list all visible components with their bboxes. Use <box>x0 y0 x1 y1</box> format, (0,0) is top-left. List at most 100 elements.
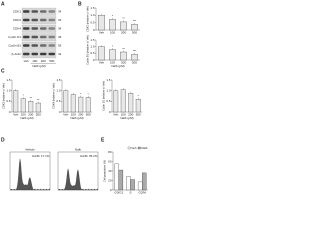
blot-band <box>40 35 47 39</box>
bar <box>98 46 105 61</box>
significance: ** <box>122 47 125 51</box>
x-tick-label: 200 <box>121 60 126 64</box>
y-tick-label: 0.5 <box>106 99 111 103</box>
significance: * <box>112 14 114 18</box>
x-axis-label: Nalb (μM) <box>111 64 124 68</box>
legend-swatch <box>137 146 141 150</box>
kda-label: 34 <box>58 10 62 14</box>
y-tick-label: 0 <box>93 58 95 62</box>
y-axis-label: Cyclin D1 (relative to Veh) <box>102 81 106 111</box>
y-tick-label: 1.5 <box>90 6 95 10</box>
blot-band <box>23 10 30 13</box>
protein-label: Cyclin D1 <box>8 35 21 39</box>
blot-band <box>23 52 30 56</box>
blot-strip <box>21 24 57 33</box>
bar <box>13 90 19 113</box>
blot-band <box>48 44 55 47</box>
y-tick-label: 0 <box>93 28 95 32</box>
bar <box>137 181 143 191</box>
bar <box>135 99 141 113</box>
y-tick-label: 1.5 <box>56 78 61 82</box>
blot-band <box>31 35 38 39</box>
flow-title: Nalb <box>75 147 82 151</box>
histogram-shape <box>9 158 51 191</box>
kda-label: 42 <box>58 52 62 56</box>
y-tick-label: 0 <box>109 110 111 114</box>
legend-label: Nalb <box>141 146 148 150</box>
bar <box>120 21 127 31</box>
x-tick-label: G2/M <box>138 190 146 194</box>
y-tick-label: 0.5 <box>56 99 61 103</box>
bar <box>131 54 138 61</box>
blot-band <box>31 27 38 30</box>
bar <box>28 101 34 113</box>
significance: * <box>23 94 25 98</box>
blot-band <box>48 18 55 22</box>
bar <box>109 49 116 61</box>
bar <box>63 90 69 113</box>
blot-strip <box>21 7 57 16</box>
page: A B C D E CDK1 34 CDK2 33 CDK4 34 Cyclin D1 36 Cyclin… <box>1 1 148 195</box>
y-tick-label: 1.0 <box>106 88 111 92</box>
x-tick-label: Veh <box>99 30 105 34</box>
significance: * <box>88 92 90 96</box>
blot-band <box>48 35 55 39</box>
significance: * <box>112 44 114 48</box>
blot-strip <box>21 50 57 59</box>
y-tick-label: 1.0 <box>6 88 11 92</box>
blot-strip <box>21 41 57 50</box>
x-tick-label: G0/G1 <box>114 190 123 194</box>
blot-band <box>23 44 30 47</box>
flow-title: Vehicle <box>25 147 35 151</box>
x-tick-label: 200 <box>78 112 83 116</box>
y-tick-label: 1.5 <box>90 38 95 42</box>
lane-label: Veh <box>24 59 30 63</box>
flow-gate: G2/M: 17.1% <box>32 154 50 158</box>
y-axis-label: CDK1 (relative to Veh) <box>86 6 90 32</box>
legend-swatch <box>127 146 131 150</box>
significance: *** <box>133 49 137 53</box>
significance: * <box>138 94 140 98</box>
protein-label: Cyclin B1 <box>8 44 21 48</box>
y-tick-label: 80 <box>108 150 112 154</box>
kda-label: 36 <box>58 35 62 39</box>
y-axis-label: CDK4 (relative to Veh) <box>52 83 56 109</box>
blot-band <box>23 27 30 30</box>
x-axis-label: Nalb (μM) <box>20 116 33 120</box>
blot-band <box>40 27 47 30</box>
panel-label: B <box>78 1 82 7</box>
y-tick-label: 40 <box>108 169 112 173</box>
x-tick-label: 200 <box>28 112 33 116</box>
panel-label: C <box>1 68 5 74</box>
bar <box>131 24 138 31</box>
histogram-shape <box>57 168 99 191</box>
lane-label: 500 <box>49 59 54 63</box>
blot-band <box>48 27 55 30</box>
legend-label: Veh <box>131 146 137 150</box>
significance: ** <box>30 96 33 100</box>
blot-band <box>31 52 38 56</box>
bar <box>113 90 119 113</box>
x-axis-label: Nalb (μM) <box>120 116 133 120</box>
y-tick-label: 0.5 <box>90 20 95 24</box>
panel-label: D <box>1 137 5 143</box>
y-tick-label: 0 <box>110 188 112 192</box>
x-tick-label: 100 <box>71 112 76 116</box>
y-tick-label: 1.0 <box>90 44 95 48</box>
bar <box>70 94 76 113</box>
x-tick-label: Veh <box>63 112 69 116</box>
significance: *** <box>133 19 137 23</box>
x-tick-label: 500 <box>136 112 141 116</box>
lane-label: 200 <box>41 59 46 63</box>
x-tick-label: 100 <box>110 30 115 34</box>
blot-band <box>40 52 47 56</box>
x-tick-label: 500 <box>86 112 91 116</box>
bar <box>109 19 116 31</box>
x-axis-label: Nalb (μM) <box>70 116 83 120</box>
y-tick-label: 1.0 <box>56 88 61 92</box>
flow-gate: G2/M: 35.2% <box>80 154 98 158</box>
significance: ** <box>37 98 40 102</box>
significance: * <box>80 92 82 96</box>
x-tick-label: 100 <box>21 112 26 116</box>
x-tick-label: Veh <box>113 112 119 116</box>
